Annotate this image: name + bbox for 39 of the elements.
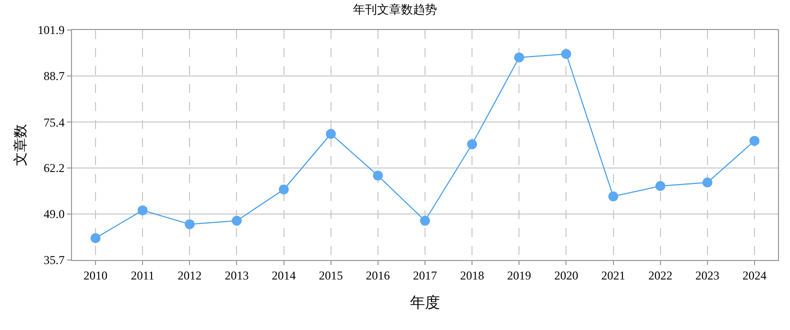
x-tick-label: 2011: [130, 268, 154, 282]
x-tick-label: 2018: [460, 268, 484, 282]
x-tick-label: 2023: [695, 268, 720, 282]
y-tick-label: 62.2: [44, 161, 65, 176]
y-axis-title: 文章数: [13, 124, 30, 166]
x-tick-label: 2015: [318, 268, 343, 282]
x-tick-label: 2016: [366, 268, 390, 282]
point: [326, 128, 336, 139]
y-tick-label: 88.7: [44, 69, 65, 84]
x-tick-label: 2012: [178, 268, 202, 282]
x-tick-label: 2021: [601, 268, 626, 282]
point: [232, 216, 242, 226]
point: [90, 233, 101, 244]
x-tick-label: 2017: [413, 268, 437, 282]
point: [561, 48, 572, 59]
x-tick-label: 2022: [648, 268, 672, 282]
x-tick-label: 2024: [742, 268, 766, 282]
x-tick-label: 2013: [224, 268, 249, 282]
point: [420, 216, 430, 226]
x-tick-label: 2010: [84, 268, 108, 282]
point: [608, 191, 618, 202]
y-tick-label: 49.0: [44, 206, 65, 221]
point: [514, 52, 524, 62]
point: [372, 170, 383, 181]
chart-title: 年刊文章数趋势: [353, 2, 437, 16]
y-tick-label: 75.4: [44, 115, 65, 130]
point: [138, 205, 148, 216]
point: [655, 181, 666, 191]
x-axis-title: 年度: [410, 294, 440, 312]
point: [702, 178, 712, 188]
point: [467, 139, 478, 150]
x-tick-label: 2019: [507, 268, 532, 282]
y-tick-label: 35.7: [44, 253, 65, 268]
y-tick-label: 101.9: [38, 23, 65, 38]
point: [184, 219, 195, 230]
x-tick-label: 2020: [554, 268, 578, 282]
point: [749, 136, 760, 146]
x-tick-label: 2014: [272, 268, 296, 282]
point: [278, 184, 289, 194]
